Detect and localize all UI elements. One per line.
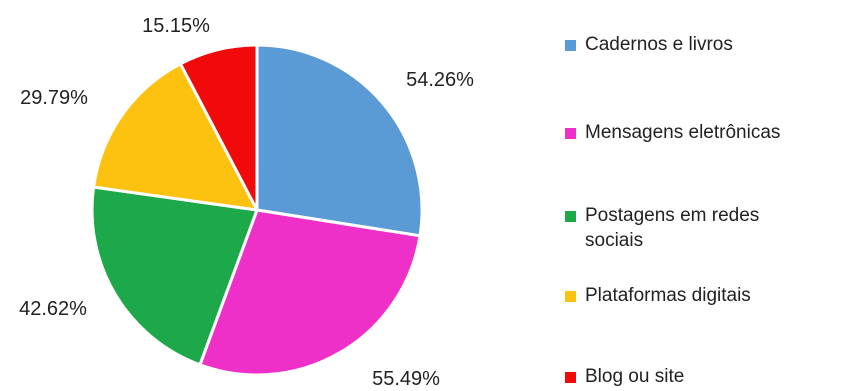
pie-data-label: 29.79%	[20, 87, 88, 109]
legend-item-plataformas-digitais: Plataformas digitais	[565, 283, 751, 308]
pie-slice-mensagens-eletronicas	[198, 208, 422, 377]
legend-item-mensagens-eletronicas: Mensagens eletrônicas	[565, 120, 780, 145]
legend-label: Plataformas digitais	[585, 285, 751, 306]
pie-slice-postagens-em-redes-sociais	[90, 185, 259, 367]
pie-data-label: 15.15%	[142, 15, 210, 37]
pie-data-label: 42.62%	[19, 298, 87, 320]
legend-label: Postagens em redes sociais	[585, 205, 760, 251]
legend-item-postagens-em-redes-sociais: Postagens em redes sociais	[565, 203, 820, 253]
legend-item-blog-ou-site: Blog ou site	[565, 364, 684, 389]
pie-data-labels: 54.26% 55.49% 42.62% 29.79% 15.15%	[19, 15, 474, 390]
legend-swatch	[565, 128, 576, 139]
legend-label: Mensagens eletrônicas	[585, 122, 781, 143]
legend-swatch	[565, 40, 576, 51]
pie-slice-cadernos-e-livros	[255, 43, 424, 238]
legend-swatch	[565, 211, 576, 222]
legend-label: Blog ou site	[585, 366, 685, 387]
pie-data-label: 54.26%	[406, 69, 474, 91]
legend-swatch	[565, 291, 576, 302]
legend-swatch	[565, 372, 576, 383]
legend-label: Cadernos e livros	[585, 34, 733, 55]
pie-slice-plataformas-digitais	[92, 62, 259, 212]
pie-data-label: 55.49%	[372, 368, 440, 390]
pie-slice-blog-ou-site	[178, 43, 259, 212]
legend-item-cadernos-e-livros: Cadernos e livros	[565, 32, 733, 57]
pie-slices	[90, 43, 424, 377]
